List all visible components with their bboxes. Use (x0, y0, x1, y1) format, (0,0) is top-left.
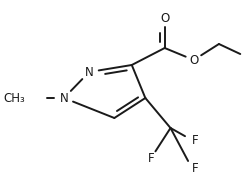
Text: F: F (192, 162, 198, 174)
Text: N: N (60, 91, 68, 105)
Text: O: O (160, 11, 169, 24)
Text: N: N (85, 66, 93, 79)
Text: CH₃: CH₃ (3, 91, 25, 105)
Text: F: F (192, 134, 198, 146)
Text: F: F (148, 151, 155, 164)
Text: O: O (189, 54, 198, 66)
